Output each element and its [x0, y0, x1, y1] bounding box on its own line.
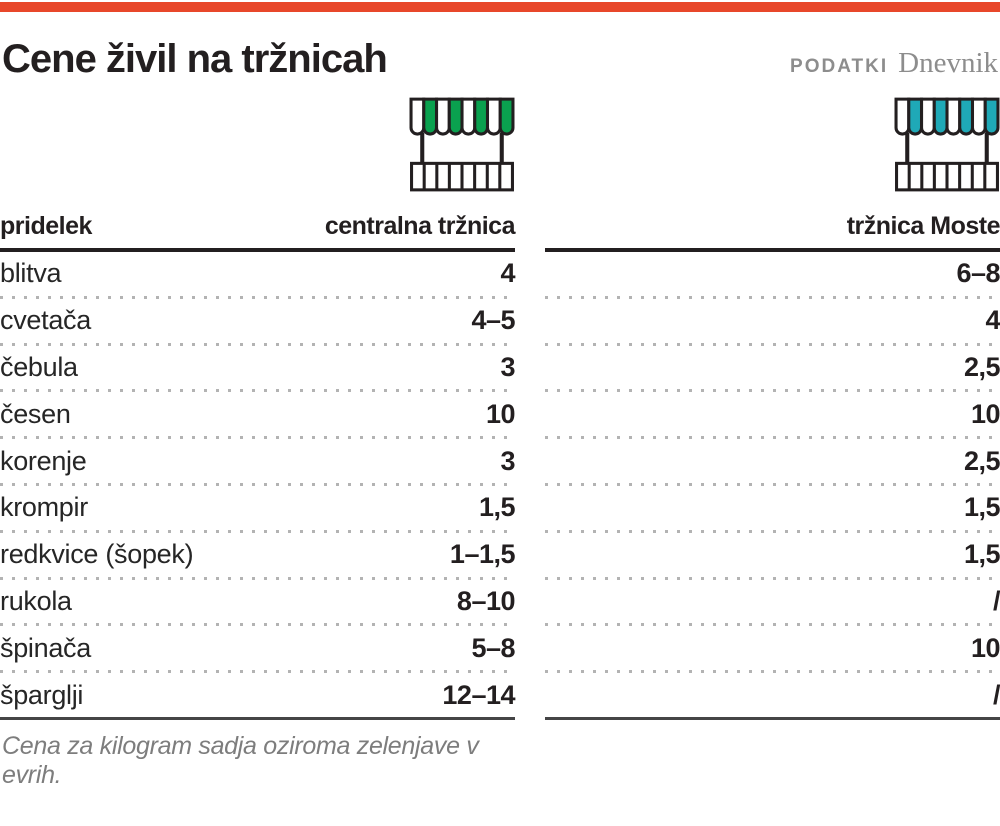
price-value: 12–14	[442, 679, 515, 710]
price-value: 10	[970, 398, 1000, 429]
table-row: redkvice (šopek) 1–1,5	[0, 533, 516, 577]
table-row: rukola 8–10	[0, 580, 516, 624]
dotted-separator	[545, 295, 1000, 299]
table-row: 1,5	[545, 533, 1000, 577]
price-value: 2,5	[963, 351, 1000, 382]
price-value: 3	[500, 351, 515, 382]
price-tables: pridelek centralna tržnica blitva 4 cveta…	[0, 96, 1000, 790]
source-logo: Dnevnik	[898, 47, 998, 79]
table-row: 2,5	[545, 439, 1000, 483]
price-value: /	[992, 585, 1000, 616]
market-stall-icon	[409, 97, 515, 192]
dotted-separator	[0, 623, 515, 627]
source-label: PODATKI	[790, 56, 889, 77]
table-row: 4	[545, 299, 1000, 343]
product-name: cvetača	[0, 305, 91, 336]
price-value: 1–1,5	[449, 539, 516, 570]
table-row: česen 10	[0, 392, 516, 436]
table-row: 2,5	[545, 346, 1000, 390]
price-value: 8–10	[456, 585, 516, 616]
dotted-separator	[545, 529, 1000, 533]
product-name: korenje	[0, 445, 87, 476]
price-value: /	[992, 679, 1000, 710]
table-row: čebula 3	[0, 346, 515, 390]
table-row: 10	[545, 626, 1000, 670]
dotted-separator	[545, 482, 1000, 486]
price-value: 5–8	[471, 632, 515, 663]
top-accent-bar	[0, 2, 1000, 12]
price-value: 4	[985, 305, 1000, 336]
table-row: cvetača 4–5	[0, 299, 515, 343]
dotted-separator	[0, 482, 515, 486]
central-table-rows: blitva 4 cvetača 4–5 čebula 3 česen 10 koren…	[0, 252, 516, 720]
table-row: 10	[545, 392, 1000, 436]
product-name: čebula	[0, 351, 78, 382]
dotted-separator	[0, 295, 515, 299]
table-row: 1,5	[545, 486, 1000, 530]
central-market-column-header: centralna tržnica	[324, 212, 516, 240]
table-row: korenje 3	[0, 439, 515, 483]
table-row: špinača 5–8	[0, 626, 515, 670]
price-value: 6–8	[956, 258, 1000, 289]
data-source: PODATKI Dnevnik	[790, 47, 998, 80]
page-header: Cene živil na tržnicah PODATKI Dnevnik	[0, 38, 1000, 80]
product-column-header: pridelek	[0, 212, 92, 240]
price-value: 1,5	[478, 492, 516, 523]
moste-table-header: tržnica Moste	[545, 212, 1000, 252]
table-row: krompir 1,5	[0, 486, 516, 530]
product-name: redkvice (šopek)	[0, 539, 194, 570]
table-moste-market: tržnica Moste 6–8 4 2,5 10 2,5 1,5 1,5 /…	[545, 96, 1000, 790]
central-market-icon-row	[0, 96, 515, 192]
price-value: 10	[485, 398, 516, 429]
product-name: blitva	[0, 258, 62, 289]
dotted-separator	[545, 342, 1000, 346]
product-name: šparglji	[0, 679, 84, 710]
table-row: blitva 4	[0, 252, 515, 296]
price-value: 1,5	[963, 492, 1000, 523]
central-table-header: pridelek centralna tržnica	[0, 212, 516, 252]
dotted-separator	[0, 576, 515, 580]
product-name: krompir	[0, 492, 88, 523]
product-name: rukola	[0, 585, 72, 616]
price-value: 1,5	[963, 539, 1000, 570]
price-value: 10	[970, 632, 1000, 663]
table-central-market: pridelek centralna tržnica blitva 4 cveta…	[0, 96, 516, 790]
price-value: 2,5	[963, 445, 1000, 476]
product-name: špinača	[0, 632, 91, 663]
dotted-separator	[0, 436, 515, 440]
dotted-separator	[545, 670, 1000, 674]
price-value: 4	[500, 258, 515, 289]
dotted-separator	[0, 529, 515, 533]
price-value: 4–5	[471, 305, 515, 336]
dotted-separator	[545, 623, 1000, 627]
dotted-separator	[545, 436, 1000, 440]
price-value: 3	[500, 445, 515, 476]
moste-market-column-header: tržnica Moste	[846, 212, 1000, 240]
product-name: česen	[0, 398, 71, 429]
table-row: 6–8	[545, 252, 1000, 296]
dotted-separator	[0, 670, 515, 674]
dotted-separator	[545, 389, 1000, 393]
dotted-separator	[0, 342, 515, 346]
table-row: /	[545, 673, 1000, 717]
dotted-separator	[0, 389, 515, 393]
footnote: Cena za kilogram sadja oziroma zelenjave…	[2, 731, 479, 789]
table-row: šparglji 12–14	[0, 673, 515, 717]
table-row: /	[545, 580, 1000, 624]
page-title: Cene živil na tržnicah	[2, 37, 388, 81]
moste-market-icon-row	[545, 96, 1000, 192]
moste-table-rows: 6–8 4 2,5 10 2,5 1,5 1,5 / 10 /	[545, 252, 1000, 720]
market-stall-icon	[894, 97, 1000, 192]
dotted-separator	[545, 576, 1000, 580]
